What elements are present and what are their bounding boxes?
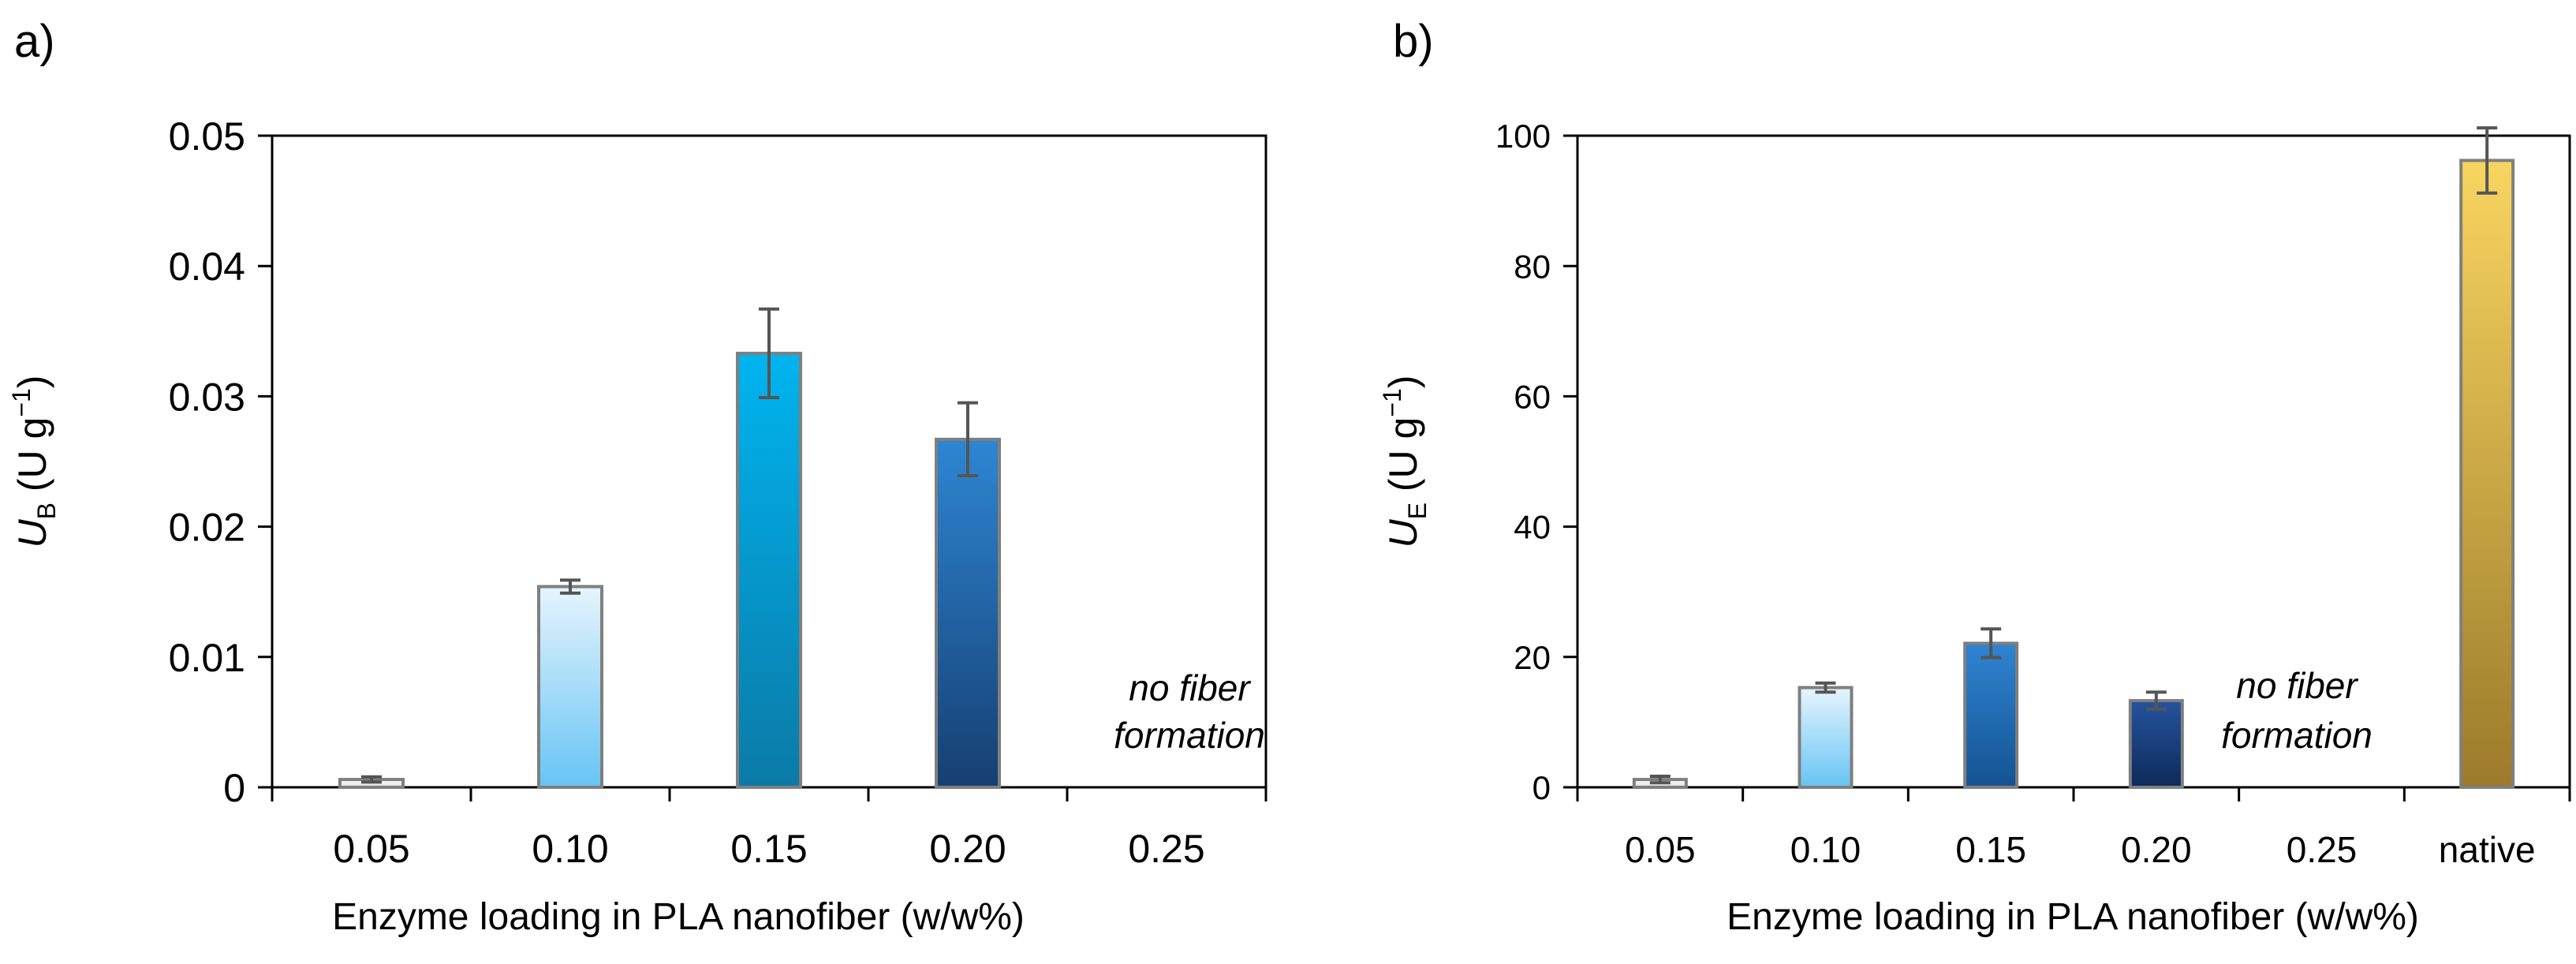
y-tick-label: 0.01 [169,636,245,680]
y-tick-label: 100 [1495,118,1551,155]
y-tick-label: 80 [1514,248,1551,285]
bar [1798,686,1854,790]
x-tick-label: 0.10 [1790,829,1861,870]
bar [935,437,1001,790]
y-tick-label: 0.04 [169,245,245,289]
y-tick-label: 20 [1514,639,1551,676]
bar [2128,699,2184,790]
y-axis-symbol: U [10,518,54,547]
y-axis-unit: (U g [1381,417,1425,503]
x-tick-label: 0.15 [1955,829,2026,870]
chart-panel-a: a) 0 0.01 0.02 0.03 0.04 0.05 0.05 0.10 0.15 0.20 0… [7,16,1267,938]
y-axis-unit-superscript: −1 [1378,388,1406,417]
plot-frame [1576,134,2571,789]
x-tick-label: 0.05 [333,827,409,871]
bar [736,351,802,790]
bar [1963,641,2019,789]
y-axis-label: UE (U g−1) [1378,376,1432,548]
x-tick-label: 0.15 [730,827,807,871]
y-tick-label: 0.02 [169,506,245,550]
annotation-line-2: formation [1114,715,1265,756]
bar [2459,159,2515,789]
y-axis-unit: (U g [10,417,54,503]
y-tick-label: 0 [223,766,245,810]
x-axis-label: Enzyme loading in PLA nanofiber (w/w%) [1727,896,2419,938]
x-tick-label: 0.05 [1625,829,1696,870]
chart-panel-b: b) 0 20 40 60 80 100 0.05 0.10 0.15 0.20 0.25 native… [1378,16,2571,938]
y-axis-unit-superscript: −1 [7,388,35,417]
x-tick-label: 0.20 [2121,829,2192,870]
y-tick-label: 40 [1514,509,1551,546]
annotation-line-1: no fiber [2236,665,2358,706]
y-tick-label: 0.03 [169,375,245,419]
y-tick-label: 60 [1514,379,1551,416]
y-tick-label: 0 [1533,769,1551,806]
y-axis-label: UB (U g−1) [7,376,61,548]
x-tick-label: 0.25 [1128,827,1204,871]
y-axis-subscript: E [1403,503,1432,519]
panel-label: b) [1393,16,1434,67]
y-axis-unit-close: ) [10,376,54,389]
x-tick-label: 0.10 [532,827,608,871]
y-tick-label: 0.05 [169,114,245,159]
x-tick-label: 0.25 [2287,829,2358,870]
bar [537,585,603,789]
x-tick-label: 0.20 [929,827,1006,871]
y-axis-symbol: U [1381,518,1425,547]
y-axis-subscript: B [32,503,61,519]
x-axis-label: Enzyme loading in PLA nanofiber (w/w%) [332,896,1025,938]
panel-label: a) [14,16,55,67]
annotation-line-2: formation [2221,715,2373,756]
y-axis-unit-close: ) [1381,376,1425,389]
x-tick-label: native [2439,829,2536,870]
annotation-line-1: no fiber [1129,667,1251,708]
